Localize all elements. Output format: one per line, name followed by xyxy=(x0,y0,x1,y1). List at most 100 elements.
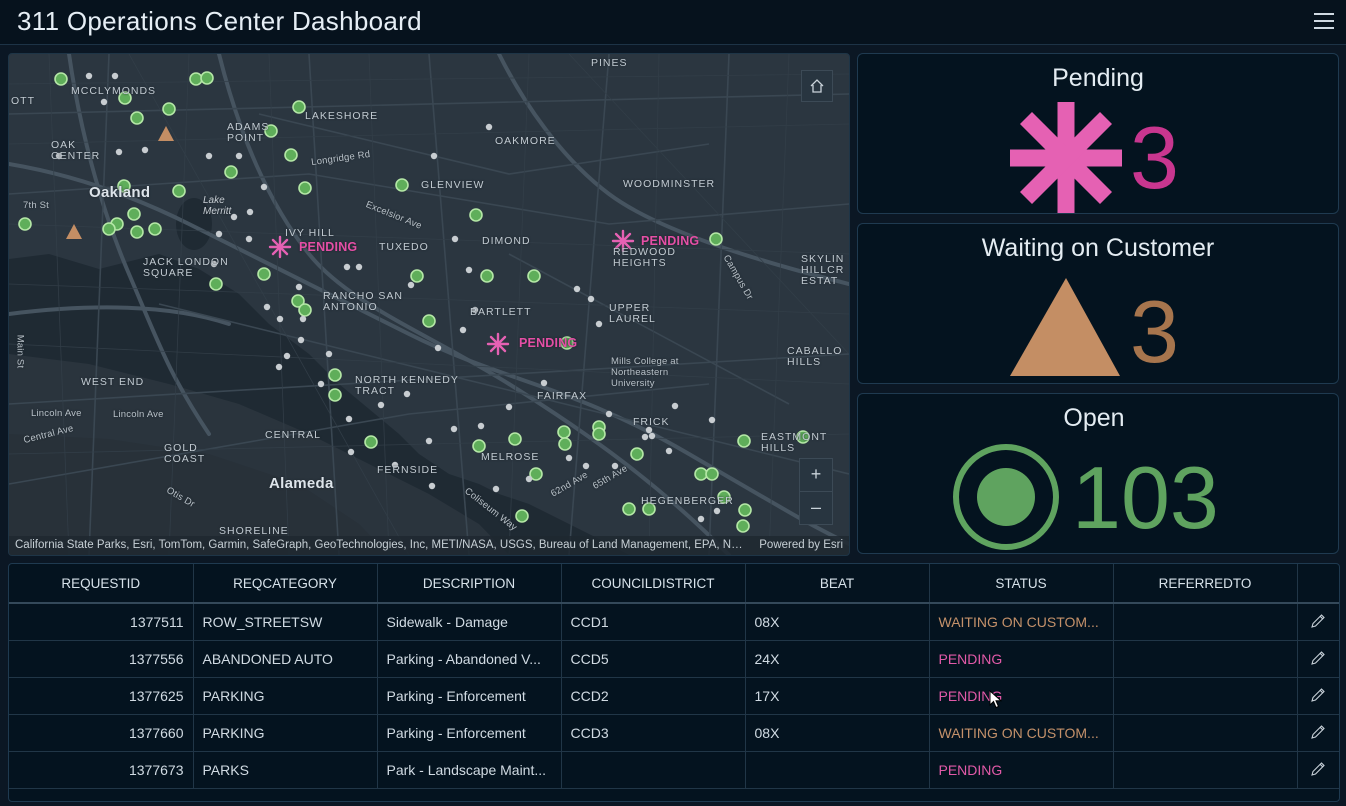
closed-request-marker xyxy=(141,146,149,154)
cell-beat: 17X xyxy=(745,677,930,715)
column-header[interactable]: REFERREDTO xyxy=(1113,564,1298,604)
column-header[interactable]: DESCRIPTION xyxy=(377,564,562,604)
map-label: SKYLIN HILLCR ESTAT xyxy=(801,253,845,287)
cell-reqcategory: PARKING xyxy=(193,714,378,752)
map-street-label: Lincoln Ave xyxy=(31,408,82,419)
open-request-marker[interactable] xyxy=(328,368,342,382)
zoom-out-button[interactable]: – xyxy=(810,497,821,517)
open-request-marker[interactable] xyxy=(422,314,436,328)
map-label: HEGENBERGER xyxy=(641,495,734,507)
open-request-marker[interactable] xyxy=(148,222,162,236)
open-request-marker[interactable] xyxy=(515,509,529,523)
open-request-marker[interactable] xyxy=(796,430,810,444)
table-row[interactable]: 1377511 ROW_STREETSW Sidewalk - Damage CCD1… xyxy=(9,603,1339,641)
open-request-marker[interactable] xyxy=(117,179,131,193)
edit-pencil-icon[interactable] xyxy=(1297,677,1339,715)
open-request-marker[interactable] xyxy=(162,102,176,116)
closed-request-marker xyxy=(434,344,442,352)
map-label: CENTRAL xyxy=(265,429,322,441)
map-view[interactable]: PINES MCCLYMONDS OTT LAKESHORE ADAMS POI… xyxy=(8,53,850,556)
column-header[interactable]: REQUESTID xyxy=(9,564,194,604)
open-request-marker[interactable] xyxy=(292,100,306,114)
zoom-in-button[interactable]: + xyxy=(800,459,832,492)
pending-marker-asterisk-icon[interactable] xyxy=(611,229,635,253)
requests-table[interactable]: REQUESTID REQCATEGORY DESCRIPTION COUNCI… xyxy=(8,563,1340,802)
open-request-marker[interactable] xyxy=(209,277,223,291)
open-request-marker[interactable] xyxy=(630,447,644,461)
map-label: SHORELINE xyxy=(219,525,289,537)
open-request-marker[interactable] xyxy=(527,269,541,283)
waiting-marker[interactable] xyxy=(158,126,174,141)
pending-marker-asterisk-icon[interactable] xyxy=(486,332,510,356)
open-request-marker[interactable] xyxy=(224,165,238,179)
edit-pencil-icon[interactable] xyxy=(1297,751,1339,789)
closed-request-marker xyxy=(671,402,679,410)
open-request-marker[interactable] xyxy=(592,427,606,441)
powered-by-link[interactable]: Powered by Esri xyxy=(759,539,843,551)
closed-request-marker xyxy=(582,462,590,470)
open-request-marker[interactable] xyxy=(705,467,719,481)
open-request-marker[interactable] xyxy=(130,225,144,239)
open-request-marker[interactable] xyxy=(18,217,32,231)
open-request-marker[interactable] xyxy=(257,267,271,281)
open-request-marker[interactable] xyxy=(736,519,750,533)
table-row[interactable]: 1377660 PARKING Parking - Enforcement CCD3 0… xyxy=(9,714,1339,752)
open-request-marker[interactable] xyxy=(127,207,141,221)
pending-marker-asterisk-icon[interactable] xyxy=(268,235,292,259)
open-request-marker[interactable] xyxy=(172,184,186,198)
open-request-marker[interactable] xyxy=(118,91,132,105)
column-header[interactable]: STATUS xyxy=(929,564,1114,604)
open-request-marker[interactable] xyxy=(709,232,723,246)
open-request-marker[interactable] xyxy=(472,439,486,453)
open-request-marker[interactable] xyxy=(557,425,571,439)
closed-request-marker xyxy=(459,326,467,334)
open-request-marker[interactable] xyxy=(738,503,752,517)
open-request-marker[interactable] xyxy=(200,71,214,85)
table-row[interactable]: 1377556 ABANDONED AUTO Parking - Abandoned… xyxy=(9,640,1339,678)
open-request-marker[interactable] xyxy=(717,490,731,504)
open-request-marker[interactable] xyxy=(189,72,203,86)
edit-pencil-icon[interactable] xyxy=(1297,603,1339,641)
closed-request-marker xyxy=(645,426,653,434)
open-request-marker[interactable] xyxy=(264,124,278,138)
open-request-marker[interactable] xyxy=(298,303,312,317)
open-request-marker[interactable] xyxy=(560,336,574,350)
open-request-marker[interactable] xyxy=(469,208,483,222)
open-request-marker[interactable] xyxy=(364,435,378,449)
open-request-marker[interactable] xyxy=(284,148,298,162)
waiting-marker[interactable] xyxy=(66,224,82,239)
open-request-marker[interactable] xyxy=(642,502,656,516)
open-request-marker[interactable] xyxy=(622,502,636,516)
map-label: FAIRFAX xyxy=(537,390,588,402)
open-request-marker[interactable] xyxy=(54,72,68,86)
open-request-marker[interactable] xyxy=(298,181,312,195)
closed-request-marker xyxy=(283,352,291,360)
column-header[interactable]: COUNCILDISTRICT xyxy=(561,564,746,604)
column-header[interactable]: REQCATEGORY xyxy=(193,564,378,604)
table-header-row: REQUESTID REQCATEGORY DESCRIPTION COUNCI… xyxy=(9,564,1339,604)
open-request-marker[interactable] xyxy=(395,178,409,192)
open-request-marker[interactable] xyxy=(410,269,424,283)
map-label: MELROSE xyxy=(481,451,540,463)
open-request-marker[interactable] xyxy=(130,111,144,125)
open-request-marker[interactable] xyxy=(328,388,342,402)
open-request-marker[interactable] xyxy=(558,437,572,451)
open-request-marker[interactable] xyxy=(291,294,305,308)
home-button[interactable] xyxy=(801,70,833,102)
edit-pencil-icon[interactable] xyxy=(1297,714,1339,752)
closed-request-marker xyxy=(295,283,303,291)
map-label: PINES xyxy=(591,57,628,69)
indicator-title: Open xyxy=(1063,404,1125,432)
column-header[interactable]: BEAT xyxy=(745,564,930,604)
open-request-marker[interactable] xyxy=(529,467,543,481)
table-row[interactable]: 1377625 PARKING Parking - Enforcement CCD2 1… xyxy=(9,677,1339,715)
open-request-marker[interactable] xyxy=(480,269,494,283)
edit-pencil-icon[interactable] xyxy=(1297,640,1339,678)
open-request-marker[interactable] xyxy=(508,432,522,446)
open-request-marker[interactable] xyxy=(737,434,751,448)
closed-request-marker xyxy=(391,461,399,469)
closed-request-marker xyxy=(403,390,411,398)
open-request-marker[interactable] xyxy=(102,222,116,236)
table-row[interactable]: 1377673 PARKS Park - Landscape Maint... PEN… xyxy=(9,751,1339,789)
hamburger-menu-icon[interactable] xyxy=(1314,13,1334,31)
